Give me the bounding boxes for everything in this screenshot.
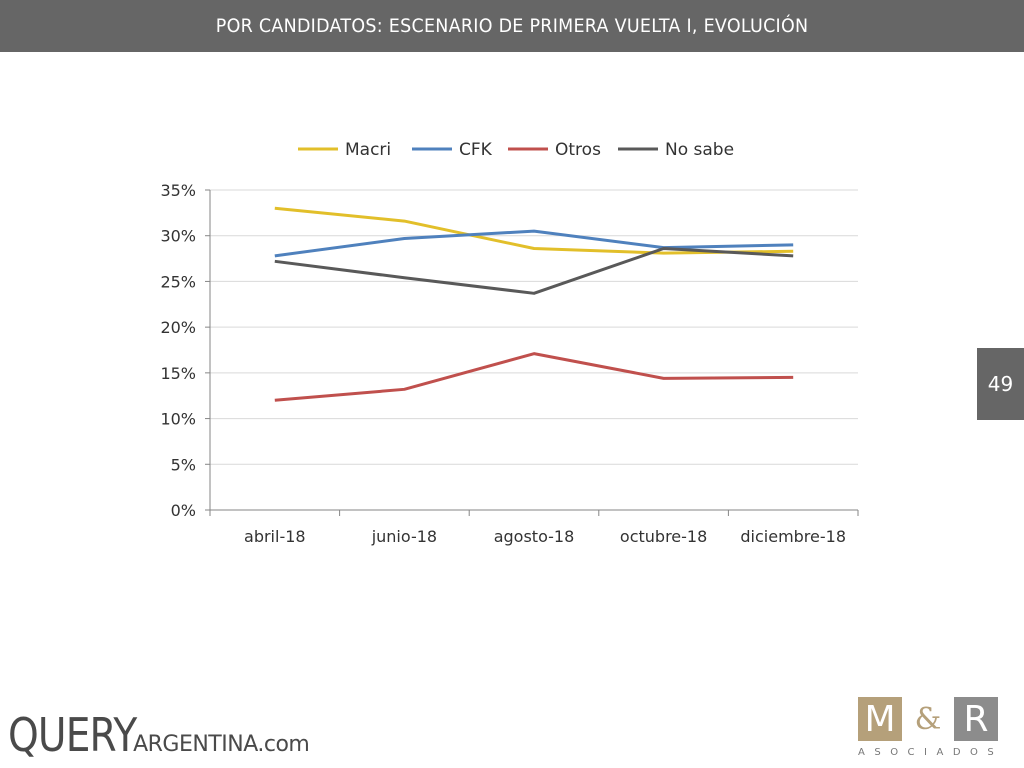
legend-label: Macri xyxy=(345,140,391,160)
x-tick-label: junio-18 xyxy=(371,527,437,546)
x-tick-label: diciembre-18 xyxy=(740,527,846,546)
logo-ampersand: & xyxy=(914,701,942,737)
y-tick-label: 35% xyxy=(160,181,196,200)
logo-r-box: R xyxy=(954,697,998,741)
page-number: 49 xyxy=(987,372,1014,396)
y-tick-label: 20% xyxy=(160,318,196,337)
logo-asociados-text: ASOCIADOS xyxy=(858,747,1004,758)
legend-label: CFK xyxy=(459,140,493,160)
line-chart: 0%5%10%15%20%25%30%35% abril-18 junio-18 a… xyxy=(160,140,859,546)
logo-m-box: M xyxy=(858,697,902,741)
y-tick-label: 5% xyxy=(171,455,196,474)
page-title: POR CANDIDATOS: ESCENARIO DE PRIMERA VUE… xyxy=(215,15,809,37)
logo-query-text: QUERY xyxy=(8,708,137,762)
mr-asociados-logo: M & R ASOCIADOS xyxy=(858,697,1004,763)
query-argentina-logo: QUERY ARGENTINA.com xyxy=(8,700,310,762)
y-tick-label: 25% xyxy=(160,272,196,291)
header-bar: POR CANDIDATOS: ESCENARIO DE PRIMERA VUE… xyxy=(0,0,1024,52)
y-tick-label: 30% xyxy=(160,227,196,246)
legend-label: No sabe xyxy=(665,140,734,160)
chart-axes xyxy=(205,189,859,516)
chart-grid xyxy=(210,189,858,465)
y-tick-label: 10% xyxy=(160,410,196,429)
chart-series xyxy=(274,206,794,402)
chart-legend: Macri CFK Otros No sabe xyxy=(298,140,734,160)
y-tick-labels: 0% 5% 10% 15% 20% 25% 30% 35% xyxy=(160,181,196,520)
x-tick-label: agosto-18 xyxy=(494,527,575,546)
logo-argentina-text: ARGENTINA.com xyxy=(133,732,310,757)
logo-r-letter: R xyxy=(963,698,989,740)
x-tick-label: abril-18 xyxy=(244,527,306,546)
series-line-macri xyxy=(274,206,794,255)
y-tick-label: 0% xyxy=(171,501,196,520)
page-number-badge: 49 xyxy=(977,348,1024,420)
x-tick-label: octubre-18 xyxy=(620,527,707,546)
legend-label: Otros xyxy=(555,140,601,160)
series-line-otros xyxy=(274,352,794,402)
series-line-cfk xyxy=(274,229,794,258)
x-tick-labels: abril-18 junio-18 agosto-18 octubre-18 dicie… xyxy=(244,527,846,546)
logo-m-letter: M xyxy=(864,698,896,740)
y-tick-label: 15% xyxy=(160,364,196,383)
series-line-no-sabe xyxy=(274,247,794,295)
